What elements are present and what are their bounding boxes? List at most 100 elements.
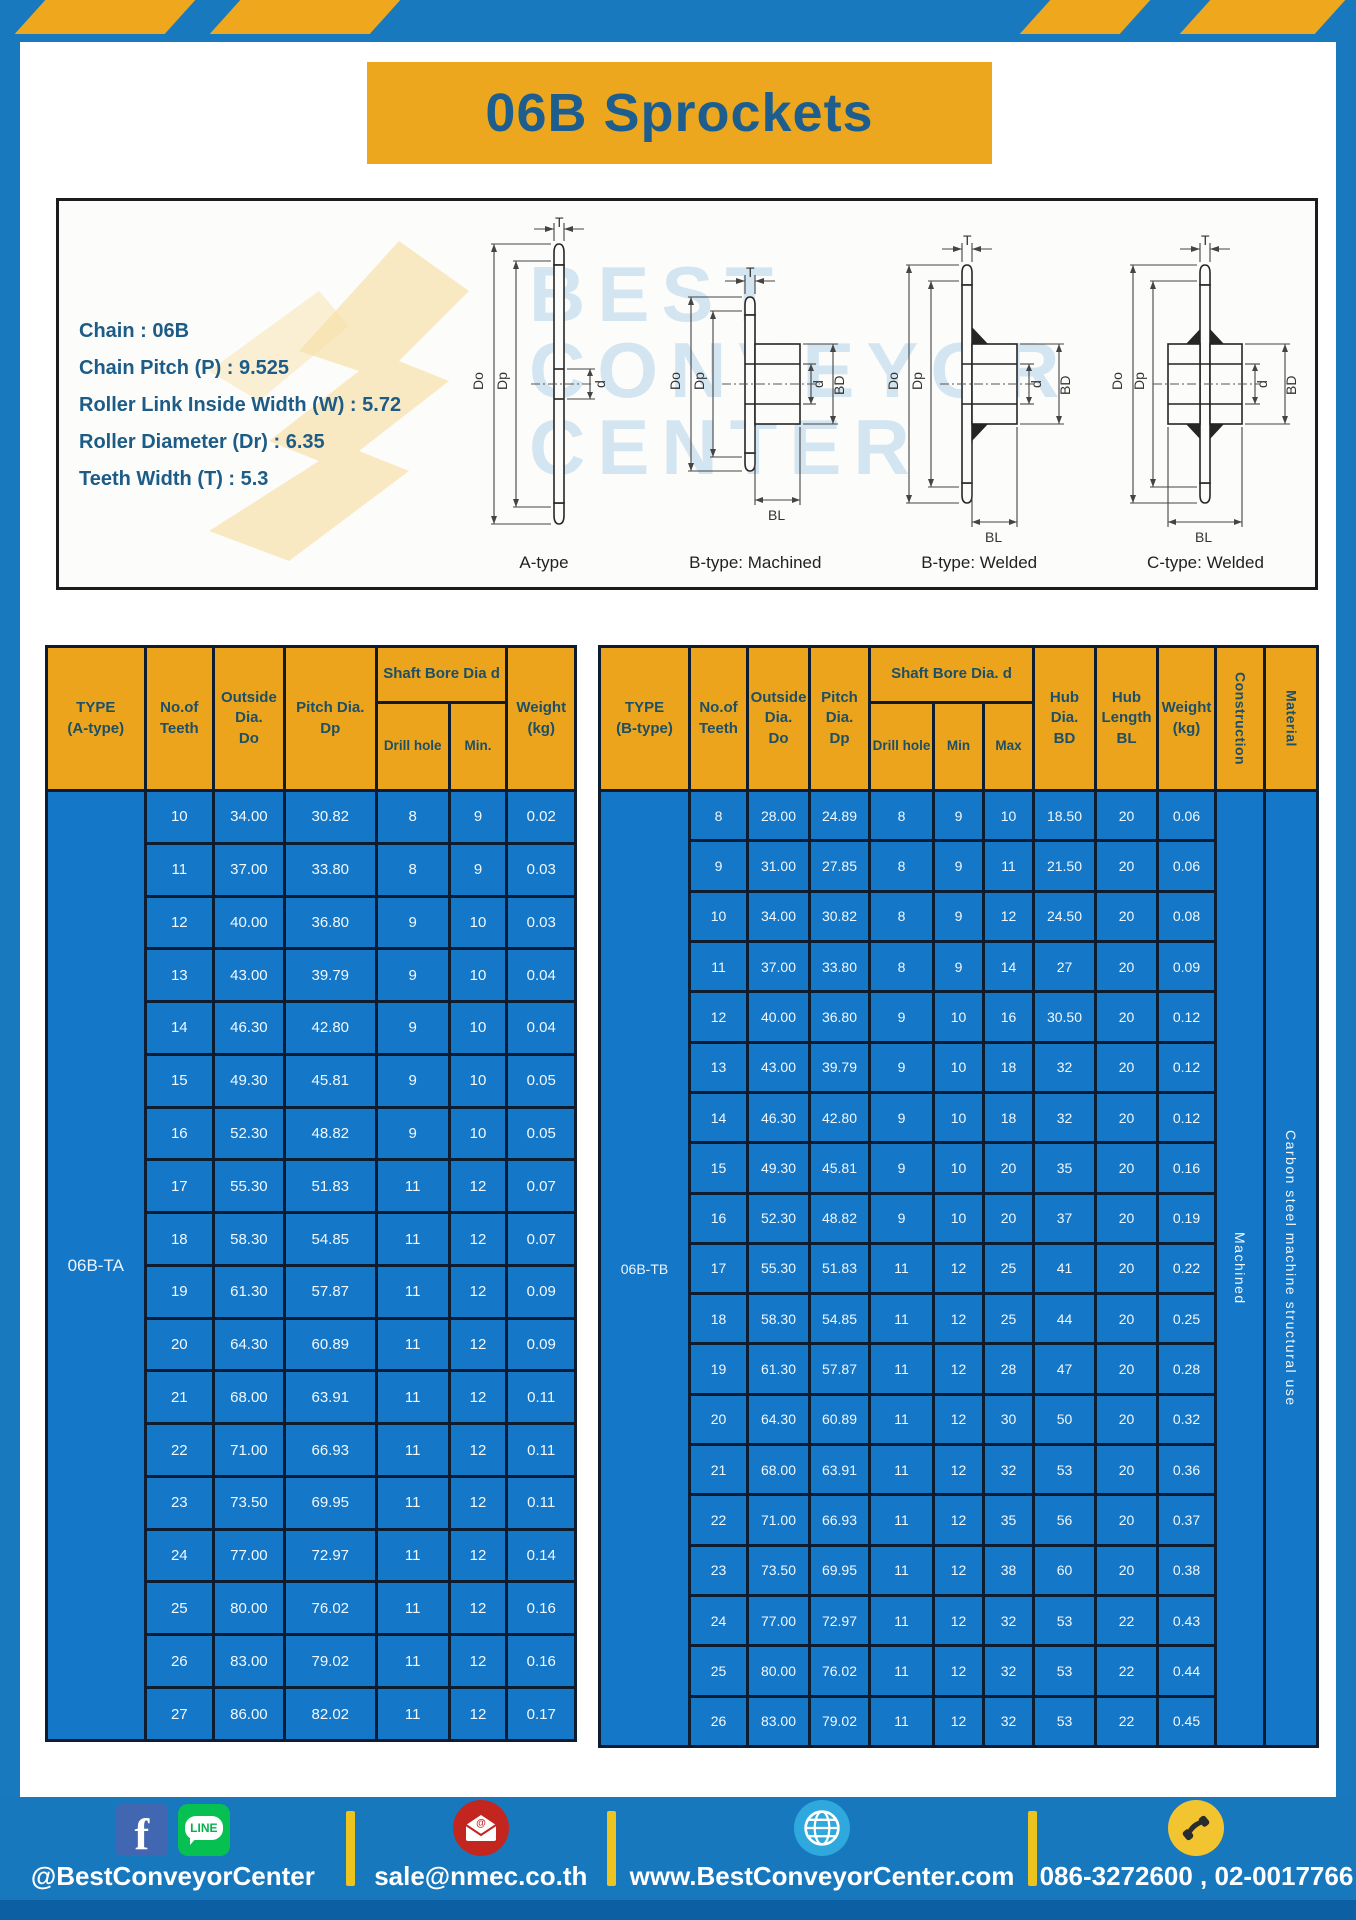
table-cell: 37 [1032,1191,1097,1245]
table-cell: 15 [688,1141,749,1195]
svg-text:@: @ [476,1818,486,1829]
table-cell: 9 [374,1105,451,1162]
table-cell: 8 [688,788,749,843]
table-cell: 54.85 [282,1211,378,1267]
table-cell: 18 [982,1040,1035,1094]
table-cell: 13 [688,1040,749,1094]
table-cell: 55.30 [746,1241,811,1296]
table-row: 25 80.00 76.02 11 12 32 53 22 0.44 [600,1644,1318,1698]
dim-label-do: Do [1109,372,1125,390]
table-cell: 71.00 [746,1493,811,1547]
figure-c-type-welded: Do Dp T d BD [1108,215,1303,573]
table-cell: 11 [374,1263,451,1320]
col-header-shaft-bore: Shaft Bore Dia d [374,645,509,704]
table-cell: 20 [1094,1342,1159,1396]
table-cell: 0.11 [505,1369,577,1426]
table-cell: 12 [932,1443,985,1497]
drawing-panel: BEST CONVEYOR CENTER Chain : 06B Chain P… [56,198,1318,590]
table-row: 15 49.30 45.81 9 10 0.05 [47,1052,577,1109]
col-header-type: TYPE (B-type) [598,645,691,792]
table-cell: 10 [447,947,509,1004]
phone-numbers[interactable]: 086-3272600 , 02-0017766 [1039,1861,1354,1891]
table-cell: 30.82 [808,889,871,943]
table-cell: 26 [143,1633,216,1690]
table-cell: 21 [143,1369,216,1426]
table-row: 10 34.00 30.82 8 9 12 24.50 20 0.08 [600,889,1318,943]
table-cell: 12 [932,1342,985,1396]
table-cell: 80.00 [746,1644,811,1698]
table-cell: 10 [143,789,216,845]
table-cell: 11 [868,1694,935,1749]
table-cell: 11 [688,939,749,994]
table-row: 19 61.30 57.87 11 12 0.09 [47,1263,577,1320]
table-row: 24 77.00 72.97 11 12 0.14 [47,1527,577,1584]
table-cell: 0.05 [505,1105,577,1162]
footer-divider [607,1811,616,1886]
table-cell: 53 [1032,1644,1097,1698]
table-cell: 0.37 [1156,1493,1217,1547]
table-cell: 39.79 [808,1040,871,1094]
table-cell: 9 [374,894,451,951]
table-cell: 12 [932,1392,985,1447]
table-cell: 26 [688,1694,749,1749]
table-cell: 46.30 [746,1090,811,1145]
table-cell: 11 [868,1292,935,1346]
table-row: 26 83.00 79.02 11 12 32 53 22 0.45 [600,1694,1318,1749]
figure-b-type-machined: Do Dp T d BD [660,215,850,573]
table-cell: 11 [143,841,216,898]
table-cell: 0.06 [1156,788,1217,843]
table-cell: 11 [374,1633,451,1690]
table-cell: 20 [1094,1040,1159,1094]
table-row: 16 52.30 48.82 9 10 0.05 [47,1105,577,1162]
table-cell: 20 [1094,1392,1159,1447]
table-cell: 40.00 [212,894,286,951]
table-cell: 0.16 [1156,1141,1217,1195]
table-cell: 32 [982,1593,1035,1648]
col-header-drill-hole: Drill hole [374,701,451,792]
email-address[interactable]: sale@nmec.co.th [374,1861,588,1891]
table-cell: 36.80 [808,990,871,1044]
table-cell: 28.00 [746,788,811,843]
table-cell: 32 [1032,1090,1097,1145]
table-cell: 32 [982,1694,1035,1749]
table-cell: 10 [932,1191,985,1245]
table-cell: 17 [688,1241,749,1296]
dim-label-bd: BD [1283,376,1299,395]
table-cell: 9 [932,788,985,843]
table-cell: 9 [868,990,935,1044]
table-cell: 25 [688,1644,749,1698]
table-cell: 11 [374,1527,451,1584]
table-row: 24 77.00 72.97 11 12 32 53 22 0.43 [600,1593,1318,1648]
table-row: 18 58.30 54.85 11 12 0.07 [47,1211,577,1267]
table-cell: 73.50 [212,1474,286,1531]
table-cell: 12 [447,1422,509,1478]
table-cell: 0.05 [505,1052,577,1109]
table-cell: 66.93 [808,1493,871,1547]
table-cell: 12 [447,1211,509,1267]
globe-icon[interactable] [794,1800,850,1856]
table-cell: 73.50 [746,1543,811,1598]
mail-icon[interactable]: @ [452,1800,509,1856]
table-row: 20 64.30 60.89 11 12 30 50 20 0.32 [600,1392,1318,1447]
table-cell: 20 [1094,939,1159,994]
page-border-left [0,0,20,1920]
table-cell: 12 [932,1292,985,1346]
line-icon[interactable]: LINE [177,1804,230,1856]
table-cell: 22 [688,1493,749,1547]
table-cell: 16 [143,1105,216,1162]
table-cell: 19 [688,1342,749,1396]
table-cell: 11 [374,1211,451,1267]
table-cell: 20 [1094,1241,1159,1296]
facebook-icon[interactable]: f [115,1804,168,1856]
table-row: 9 31.00 27.85 8 9 11 21.50 20 0.06 [600,839,1318,893]
table-cell: 16 [982,990,1035,1044]
table-row: 11 37.00 33.80 8 9 0.03 [47,841,577,898]
phone-icon[interactable] [1168,1800,1225,1856]
social-handle[interactable]: @BestConveyorCenter [30,1861,315,1891]
col-header-weight: Weight (kg) [505,645,577,792]
spec-chain-pitch: Chain Pitch (P) : 9.525 [79,357,290,379]
table-cell: 35 [982,1493,1035,1547]
table-cell: 9 [868,1141,935,1195]
website-url[interactable]: www.BestConveyorCenter.com [629,1861,1015,1891]
col-header-weight: Weight (kg) [1156,645,1217,792]
